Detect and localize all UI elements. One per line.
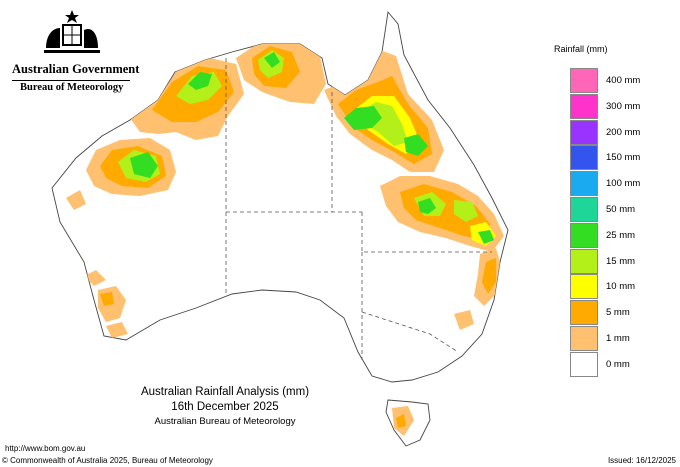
border-nsw-vic	[361, 311, 459, 353]
rain-zone-25mm-cape	[404, 134, 428, 156]
rain-zone-25mm-pilbara	[130, 152, 158, 178]
legend-swatch	[570, 68, 598, 93]
legend-label: 10 mm	[606, 281, 636, 293]
rain-zone-5mm-tasmania	[396, 414, 406, 428]
rain-zone-5mm-sw-wa	[100, 292, 114, 306]
header-divider	[12, 80, 130, 81]
legend-title: Rainfall (mm)	[554, 44, 608, 54]
legend-label: 400 mm	[606, 75, 641, 86]
legend-swatch	[570, 300, 598, 326]
rain-zone-5mm-nsw-coast	[482, 258, 496, 294]
legend-label: 1 mm	[606, 333, 630, 344]
rain-zone-25mm-se-qld	[478, 230, 494, 244]
footer-copyright: © Commonwealth of Australia 2025, Bureau…	[2, 456, 213, 465]
footer-issued-date: Issued: 16/12/2025	[607, 456, 676, 465]
legend-label: 15 mm	[606, 255, 636, 267]
map-caption: Australian Rainfall Analysis (mm) 16th D…	[120, 385, 330, 428]
commonwealth-crest-icon	[44, 10, 100, 53]
state-borders	[225, 58, 492, 360]
rain-zone-15mm-se-qld	[454, 200, 478, 222]
legend-swatch	[570, 145, 598, 171]
legend-swatch	[570, 248, 598, 274]
legend-label: 5 mm	[606, 307, 630, 319]
border-sa-qld	[361, 212, 492, 253]
legend-swatch	[570, 119, 598, 145]
rain-zone-25mm-central-qld	[418, 198, 436, 214]
rainfall-zones	[66, 40, 504, 338]
legend-label: 50 mm	[606, 204, 636, 215]
gov-title: Australian Government	[12, 62, 140, 76]
rain-zone-25mm-top-end	[264, 52, 280, 68]
rain-zone-25mm-kimberley	[188, 72, 212, 90]
legend-label: 100 mm	[606, 178, 641, 190]
rain-zone-25mm-gulf	[344, 106, 382, 130]
rain-zone-1mm-wa-south	[106, 322, 128, 338]
footer-url-link[interactable]: http://www.bom.gov.au	[5, 444, 86, 453]
legend-label: 300 mm	[606, 100, 641, 112]
legend-swatch	[570, 197, 598, 222]
legend-label: 150 mm	[606, 152, 641, 164]
rain-zone-1mm-south-nsw	[454, 310, 474, 330]
header-block: Australian Government Bureau of Meteorol…	[8, 8, 139, 100]
caption-date: 16th December 2025	[171, 401, 279, 413]
bom-title: Bureau of Meteorology	[20, 82, 124, 93]
legend-swatch	[570, 351, 598, 377]
rain-zone-1mm-wa-inland	[84, 270, 106, 286]
rain-zone-1mm-wa-west	[66, 190, 86, 210]
legend-label: 0 mm	[606, 358, 630, 370]
legend-swatch	[570, 222, 598, 248]
legend-label: 200 mm	[606, 126, 641, 138]
legend-label: 25 mm	[606, 229, 636, 241]
legend-swatch	[570, 171, 598, 197]
legend-swatch	[570, 93, 598, 119]
legend-swatch	[570, 274, 598, 300]
caption-agency: Australian Bureau of Meteorology	[154, 416, 296, 427]
legend-swatch	[570, 326, 598, 351]
caption-title: Australian Rainfall Analysis (mm)	[140, 386, 310, 398]
